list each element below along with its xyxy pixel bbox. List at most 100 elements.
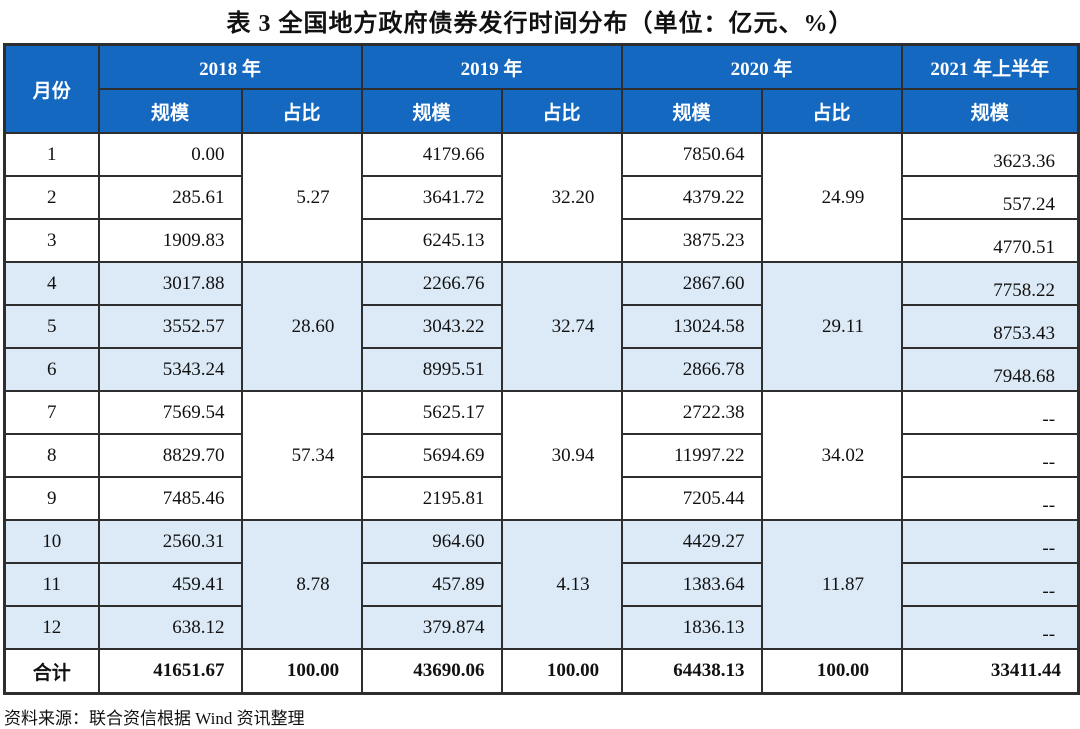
scale-2021-cell: 7758.22 [900, 261, 1080, 306]
month-cell: 4 [3, 261, 100, 306]
subheader-share-2018: 占比 [240, 88, 363, 134]
scale-2020-cell: 11997.22 [620, 433, 763, 478]
scale-2018-cell: 285.61 [97, 175, 243, 220]
col-header-month: 月份 [3, 43, 100, 134]
share-2020-cell: 11.87 [760, 519, 903, 650]
table-row: 9 7485.46 2195.81 7205.44 -- [3, 476, 1080, 521]
share-2020-cell: 29.11 [760, 261, 903, 392]
scale-2019-cell: 5625.17 [360, 390, 503, 435]
scale-2019-cell: 3043.22 [360, 304, 503, 349]
scale-2021-cell: 4770.51 [900, 218, 1080, 263]
table-row: 10 2560.31 8.78 964.60 4.13 4429.27 11.8… [3, 519, 1080, 650]
scale-2019-cell: 964.60 [360, 519, 503, 564]
month-cell: 3 [3, 218, 100, 263]
scale-2021-cell: 3623.36 [900, 132, 1080, 177]
scale-2020-cell: 3875.23 [620, 218, 763, 263]
scale-2018-cell: 7485.46 [97, 476, 243, 521]
share-2018-cell: 28.60 [240, 261, 363, 392]
table-row: 1 0.00 5.27 4179.66 32.20 7850.64 24.99 … [3, 132, 1080, 263]
table-row: 6 5343.24 8995.51 2866.78 7948.68 [3, 347, 1080, 392]
scale-2020-cell: 4429.27 [620, 519, 763, 564]
month-cell: 8 [3, 433, 100, 478]
month-cell: 6 [3, 347, 100, 392]
month-cell: 12 [3, 605, 100, 650]
share-2019-cell: 30.94 [500, 390, 623, 521]
scale-2020-cell: 4379.22 [620, 175, 763, 220]
scale-2018-cell: 459.41 [97, 562, 243, 607]
table-row: 3 1909.83 6245.13 3875.23 4770.51 [3, 218, 1080, 263]
scale-2021-cell: -- [900, 605, 1080, 650]
scale-2019-cell: 379.874 [360, 605, 503, 650]
col-header-2019: 2019 年 [360, 43, 623, 90]
month-cell: 2 [3, 175, 100, 220]
table-row: 4 3017.88 28.60 2266.76 32.74 2867.60 29… [3, 261, 1080, 392]
share-2019-cell: 32.74 [500, 261, 623, 392]
table-row: 5 3552.57 3043.22 13024.58 8753.43 [3, 304, 1080, 349]
scale-2018-cell: 8829.70 [97, 433, 243, 478]
scale-2019-cell: 6245.13 [360, 218, 503, 263]
scale-2019-cell: 2195.81 [360, 476, 503, 521]
total-share-2018-cell: 100.00 [240, 648, 363, 695]
scale-2019-cell: 5694.69 [360, 433, 503, 478]
total-scale-2019-cell: 43690.06 [360, 648, 503, 695]
scale-2019-cell: 2266.76 [360, 261, 503, 306]
share-2019-cell: 4.13 [500, 519, 623, 650]
col-header-2021: 2021 年上半年 [900, 43, 1080, 90]
share-2020-cell: 34.02 [760, 390, 903, 521]
month-cell: 7 [3, 390, 100, 435]
table-row: 7 7569.54 57.34 5625.17 30.94 2722.38 34… [3, 390, 1080, 521]
scale-2021-cell: 557.24 [900, 175, 1080, 220]
scale-2020-cell: 13024.58 [620, 304, 763, 349]
subheader-share-2020: 占比 [760, 88, 903, 134]
table-row: 2 285.61 3641.72 4379.22 557.24 [3, 175, 1080, 220]
subheader-scale-2021: 规模 [900, 88, 1080, 134]
total-share-2020-cell: 100.00 [760, 648, 903, 695]
scale-2020-cell: 7205.44 [620, 476, 763, 521]
subheader-scale-2019: 规模 [360, 88, 503, 134]
subheader-share-2019: 占比 [500, 88, 623, 134]
subheader-scale-2020: 规模 [620, 88, 763, 134]
scale-2019-cell: 3641.72 [360, 175, 503, 220]
month-cell: 9 [3, 476, 100, 521]
total-row: 合计 41651.67 100.00 43690.06 100.00 64438… [3, 648, 1080, 695]
scale-2021-cell: 7948.68 [900, 347, 1080, 392]
total-scale-2020-cell: 64438.13 [620, 648, 763, 695]
share-2018-cell: 57.34 [240, 390, 363, 521]
table-row: 11 459.41 457.89 1383.64 -- [3, 562, 1080, 607]
scale-2020-cell: 2722.38 [620, 390, 763, 435]
scale-2021-cell: -- [900, 519, 1080, 564]
total-scale-2021-cell: 33411.44 [900, 648, 1080, 695]
scale-2021-cell: -- [900, 433, 1080, 478]
subheader-scale-2018: 规模 [97, 88, 243, 134]
share-2019-cell: 32.20 [500, 132, 623, 263]
scale-2020-cell: 2866.78 [620, 347, 763, 392]
scale-2018-cell: 3552.57 [97, 304, 243, 349]
scale-2020-cell: 2867.60 [620, 261, 763, 306]
total-scale-2018-cell: 41651.67 [97, 648, 243, 695]
scale-2020-cell: 1836.13 [620, 605, 763, 650]
scale-2021-cell: 8753.43 [900, 304, 1080, 349]
month-cell: 1 [3, 132, 100, 177]
scale-2020-cell: 1383.64 [620, 562, 763, 607]
total-share-2019-cell: 100.00 [500, 648, 623, 695]
scale-2019-cell: 8995.51 [360, 347, 503, 392]
table-row: 12 638.12 379.874 1836.13 -- [3, 605, 1080, 650]
col-header-2020: 2020 年 [620, 43, 903, 90]
scale-2018-cell: 1909.83 [97, 218, 243, 263]
table-header: 月份 2018 年 2019 年 2020 年 2021 年上半年 规模 占比 … [3, 43, 1080, 134]
scale-2018-cell: 0.00 [97, 132, 243, 177]
scale-2018-cell: 2560.31 [97, 519, 243, 564]
scale-2019-cell: 457.89 [360, 562, 503, 607]
scale-2021-cell: -- [900, 390, 1080, 435]
month-cell: 11 [3, 562, 100, 607]
month-cell: 5 [3, 304, 100, 349]
scale-2018-cell: 3017.88 [97, 261, 243, 306]
scale-2020-cell: 7850.64 [620, 132, 763, 177]
share-2020-cell: 24.99 [760, 132, 903, 263]
scale-2018-cell: 638.12 [97, 605, 243, 650]
scale-2021-cell: -- [900, 562, 1080, 607]
share-2018-cell: 8.78 [240, 519, 363, 650]
month-cell: 10 [3, 519, 100, 564]
total-label-cell: 合计 [3, 648, 100, 695]
share-2018-cell: 5.27 [240, 132, 363, 263]
